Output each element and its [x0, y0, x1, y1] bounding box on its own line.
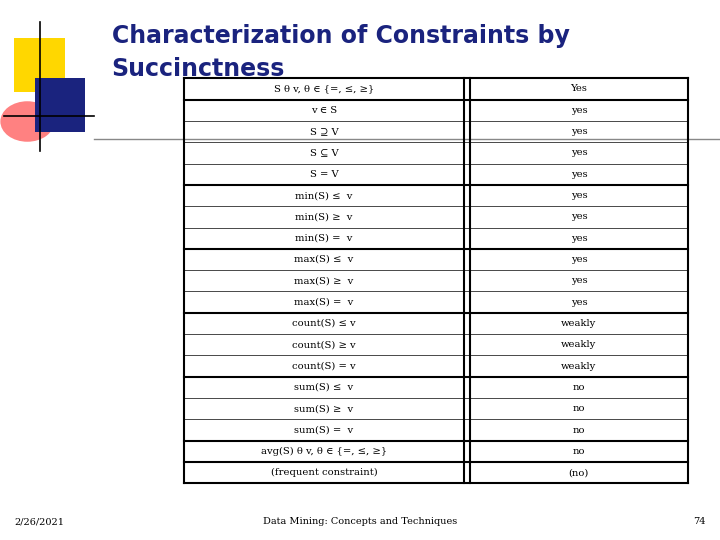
Text: max(S) ≥  v: max(S) ≥ v [294, 276, 354, 285]
Text: max(S) ≤  v: max(S) ≤ v [294, 255, 354, 264]
Ellipse shape [0, 102, 55, 141]
Text: count(S) = v: count(S) = v [292, 362, 356, 370]
Text: 2/26/2021: 2/26/2021 [14, 517, 64, 526]
Text: yes: yes [570, 212, 588, 221]
Text: no: no [572, 383, 585, 392]
Text: count(S) ≤ v: count(S) ≤ v [292, 319, 356, 328]
Text: S = V: S = V [310, 170, 338, 179]
Text: (frequent constraint): (frequent constraint) [271, 468, 377, 477]
Text: S ⊇ V: S ⊇ V [310, 127, 338, 136]
Text: yes: yes [570, 127, 588, 136]
Text: min(S) =  v: min(S) = v [295, 234, 353, 242]
Text: min(S) ≥  v: min(S) ≥ v [295, 212, 353, 221]
Bar [35, 78, 85, 132]
Text: weakly: weakly [562, 362, 596, 370]
Text: weakly: weakly [562, 319, 596, 328]
Text: S θ v, θ ∈ {=, ≤, ≥}: S θ v, θ ∈ {=, ≤, ≥} [274, 84, 374, 93]
Text: no: no [572, 447, 585, 456]
Text: Succinctness: Succinctness [112, 57, 285, 80]
Text: no: no [572, 426, 585, 435]
Text: no: no [572, 404, 585, 413]
Text: yes: yes [570, 191, 588, 200]
Text: sum(S) ≤  v: sum(S) ≤ v [294, 383, 354, 392]
Text: yes: yes [570, 148, 588, 157]
Text: yes: yes [570, 170, 588, 179]
Text: weakly: weakly [562, 340, 596, 349]
Text: avg(S) θ v, θ ∈ {=, ≤, ≥}: avg(S) θ v, θ ∈ {=, ≤, ≥} [261, 447, 387, 456]
Text: Yes: Yes [570, 84, 588, 93]
Text: sum(S) =  v: sum(S) = v [294, 426, 354, 435]
Text: (no): (no) [569, 468, 589, 477]
Text: yes: yes [570, 106, 588, 115]
Text: yes: yes [570, 234, 588, 242]
Text: S ⊆ V: S ⊆ V [310, 148, 338, 157]
Text: v ∈ S: v ∈ S [311, 106, 337, 115]
Text: 74: 74 [693, 517, 706, 526]
Text: max(S) =  v: max(S) = v [294, 298, 354, 307]
Bar [14, 38, 65, 92]
Text: yes: yes [570, 276, 588, 285]
Text: Data Mining: Concepts and Techniques: Data Mining: Concepts and Techniques [263, 517, 457, 526]
Text: min(S) ≤  v: min(S) ≤ v [295, 191, 353, 200]
Text: sum(S) ≥  v: sum(S) ≥ v [294, 404, 354, 413]
Text: Characterization of Constraints by: Characterization of Constraints by [112, 24, 570, 48]
Text: yes: yes [570, 255, 588, 264]
Text: count(S) ≥ v: count(S) ≥ v [292, 340, 356, 349]
Text: yes: yes [570, 298, 588, 307]
